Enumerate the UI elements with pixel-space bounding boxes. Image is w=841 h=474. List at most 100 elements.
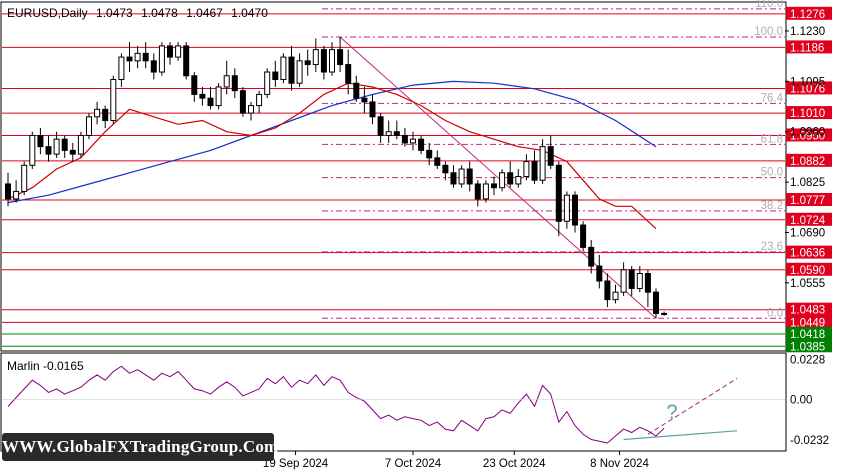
marlin-axis-label-0: 0.0228 <box>790 355 825 367</box>
candle-body-35 <box>288 56 295 84</box>
candle-body-62 <box>507 172 514 185</box>
close-value: 1.0470 <box>231 6 268 20</box>
date-label-1: 7 Oct 2024 <box>385 458 442 470</box>
candle-body-55 <box>450 172 457 185</box>
candle-body-42 <box>345 64 352 84</box>
level-tag-text-11: 1.0449 <box>790 317 825 329</box>
candle-body-70 <box>572 194 578 226</box>
candle-body-74 <box>604 280 611 301</box>
candle-body-45 <box>369 101 376 118</box>
level-tag-0 <box>786 6 832 20</box>
fib-label-0: 110.0 <box>755 0 783 10</box>
level-tag-10 <box>786 302 832 316</box>
fib-label-5: 38.2 <box>761 200 783 212</box>
candle-body-63 <box>515 176 522 185</box>
chart-header: EURUSD,Daily 1.0473 1.0478 1.0467 1.0470 <box>7 6 268 20</box>
open-value: 1.0473 <box>96 6 133 20</box>
candle-body-29 <box>239 90 246 114</box>
candle-body-49 <box>401 134 408 144</box>
question-mark: ? <box>667 402 678 424</box>
candle-body-8 <box>69 149 76 155</box>
candle-body-72 <box>588 246 595 267</box>
candle-body-10 <box>86 116 92 136</box>
symbol-label: EURUSD,Daily <box>7 6 88 20</box>
level-tag-3 <box>786 106 832 120</box>
marlin-divergence-line <box>623 430 738 441</box>
level-tag-text-5: 1.0882 <box>790 156 825 168</box>
candle-body-39 <box>320 49 327 73</box>
date-label-3: 8 Nov 2024 <box>590 458 649 470</box>
candle-body-1 <box>13 190 20 200</box>
candle-body-67 <box>547 146 554 166</box>
candle-body-64 <box>523 161 530 178</box>
candle-body-73 <box>596 265 603 282</box>
high-value: 1.0478 <box>141 6 178 20</box>
candle-body-9 <box>77 134 84 155</box>
candle-body-81 <box>661 312 668 316</box>
level-tag-text-2: 1.1076 <box>790 83 825 95</box>
candle-body-22 <box>183 45 190 77</box>
level-tag-9 <box>786 262 832 276</box>
candle-body-14 <box>118 56 125 80</box>
candle-body-53 <box>434 157 441 166</box>
candle-body-25 <box>207 97 214 107</box>
price-tick-label-3: 1.0825 <box>790 177 825 189</box>
price-tick-label-1: 1.1095 <box>790 76 825 88</box>
candle-body-44 <box>361 97 368 103</box>
candle-body-71 <box>580 224 587 248</box>
level-tag-8 <box>786 245 832 259</box>
marlin-axis-label-1: 0.00 <box>790 394 812 406</box>
candle-body-51 <box>418 138 425 151</box>
fib-label-4: 50.0 <box>761 167 783 179</box>
candle-body-75 <box>612 291 619 301</box>
fib-label-3: 61.8 <box>761 133 783 145</box>
price-tick-label-4: 1.0690 <box>790 227 825 239</box>
candle-body-78 <box>636 273 643 289</box>
candle-body-52 <box>426 149 433 159</box>
level-tag-text-13: 1.0385 <box>790 341 825 353</box>
candle-body-32 <box>264 71 271 95</box>
candle-body-12 <box>102 108 109 122</box>
candle-body-36 <box>296 60 303 84</box>
candle-body-7 <box>61 138 68 151</box>
level-tag-text-10: 1.0483 <box>790 305 825 317</box>
level-tag-text-0: 1.1276 <box>790 9 825 21</box>
price-tick-label-2: 1.0960 <box>790 127 825 139</box>
marlin-axis-label-2: -0.0232 <box>790 435 829 447</box>
candle-body-23 <box>191 75 198 95</box>
price-panel-frame <box>0 1 787 352</box>
candle-body-54 <box>442 164 449 174</box>
candle-body-76 <box>620 269 627 293</box>
candle-body-4 <box>37 134 44 148</box>
candle-body-41 <box>337 49 344 66</box>
candle-body-60 <box>491 183 497 189</box>
level-tag-4 <box>786 128 832 142</box>
trend-line <box>339 36 657 319</box>
candle-body-79 <box>644 273 651 293</box>
level-tag-text-4: 1.0950 <box>790 130 825 142</box>
candle-body-5 <box>45 146 52 155</box>
candle-body-48 <box>393 131 400 136</box>
candle-body-2 <box>21 164 28 192</box>
level-tag-1 <box>786 40 832 54</box>
candle-body-56 <box>458 168 465 185</box>
date-label-0: 19 Sep 2024 <box>263 458 329 470</box>
fib-label-1: 100.0 <box>754 26 783 38</box>
candle-body-0 <box>5 183 11 200</box>
candle-body-33 <box>272 71 279 80</box>
price-chart: 110.0 100.0 76.4 61.8 50.0 38.2 23.6 0.0 <box>2 0 785 347</box>
candle-body-18 <box>150 60 157 73</box>
candle-body-28 <box>231 75 238 92</box>
level-tag-7 <box>786 212 832 226</box>
ma-slow-line <box>7 80 657 204</box>
level-tag-text-6: 1.0777 <box>790 195 825 207</box>
level-tag-text-8: 1.0636 <box>790 248 825 260</box>
candle-body-65 <box>531 161 538 181</box>
candle-body-68 <box>555 164 562 222</box>
candle-body-59 <box>482 183 489 200</box>
low-value: 1.0467 <box>186 6 223 20</box>
marlin-oscillator: ? <box>2 365 785 444</box>
candle-body-43 <box>353 82 360 99</box>
level-tag-text-3: 1.1010 <box>790 108 825 120</box>
